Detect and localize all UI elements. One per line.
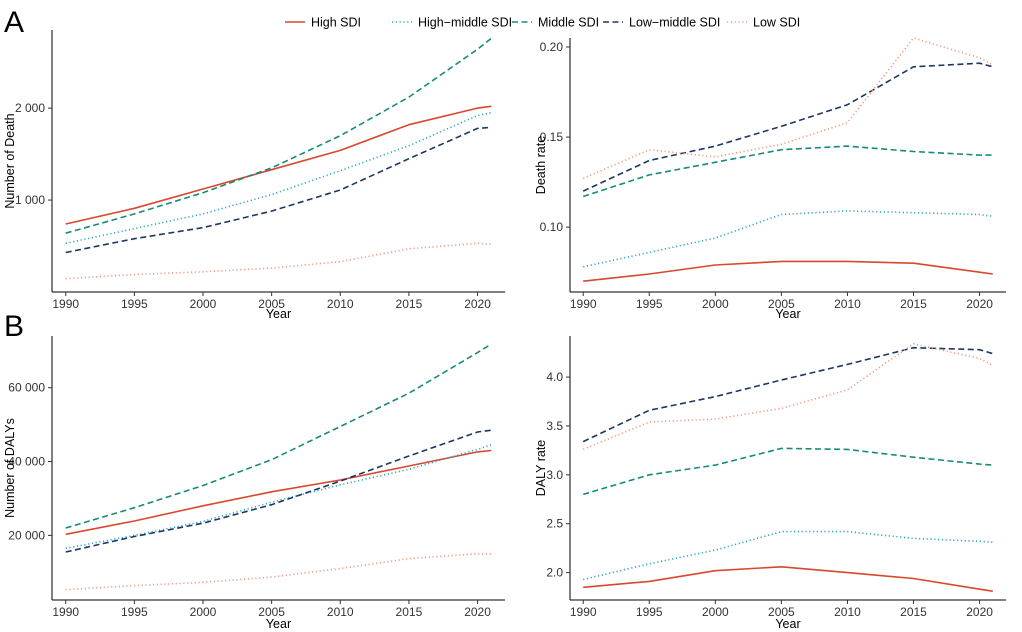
x-tick-label: 2005 (768, 605, 795, 619)
y-tick-label: 20 000 (8, 528, 45, 542)
series-line-middle-sdi (65, 37, 492, 234)
y-tick-label: 3.0 (546, 468, 563, 482)
y-tick-label: 2.0 (546, 566, 563, 580)
y-tick-label: 1 000 (15, 193, 45, 207)
x-axis-title: Year (775, 617, 800, 631)
series-line-high-middle-sdi (583, 210, 993, 268)
x-tick-label: 1995 (636, 605, 663, 619)
x-tick-label: 2020 (464, 297, 491, 311)
x-tick-label: 1995 (636, 297, 663, 311)
x-axis-title: Year (266, 617, 291, 631)
y-tick-label: 40 000 (8, 455, 45, 469)
x-tick-label: 2000 (190, 605, 217, 619)
legend: High SDI High−middle SDI Middle SDI Low−mid… (285, 16, 800, 30)
series-line-low-middle-sdi (582, 346, 994, 443)
y-tick-label: 0.20 (540, 40, 564, 54)
y-axis-title: Death rate (534, 136, 548, 194)
series-line-high-middle-sdi (583, 530, 993, 581)
legend-label-2: Middle SDI (538, 16, 599, 30)
series-line-high-sdi (65, 449, 492, 536)
y-axis-title: Number of DALYs (3, 418, 17, 518)
series-line-high-sdi (583, 260, 993, 282)
series-line-high-sdi (65, 105, 492, 225)
series-line-low-middle-sdi (582, 62, 994, 192)
y-tick-label: 2 000 (15, 101, 45, 115)
chart-death-rate: 1990 1995 2000 2005 2010 2015 2020 0.10 0.15 0.20… (534, 37, 1006, 321)
series-line-middle-sdi (582, 447, 993, 496)
x-axis-title: Year (775, 307, 800, 321)
x-tick-label: 2020 (966, 297, 993, 311)
x-tick-label: 1995 (121, 297, 148, 311)
x-tick-label: 2010 (834, 297, 861, 311)
series-line-low-sdi (582, 343, 994, 451)
series-line-low-middle-sdi (65, 126, 492, 254)
series-line-high-middle-sdi (65, 111, 492, 245)
x-tick-label: 2020 (464, 605, 491, 619)
panel-label-b: B (4, 310, 24, 343)
x-tick-label: 2015 (396, 297, 423, 311)
chart-daly-rate: 1990 1995 2000 2005 2010 2015 2020 2.0 2.5 3.0 3.5… (534, 336, 1006, 631)
y-tick-label: 0.10 (540, 220, 564, 234)
series-line-middle-sdi (582, 145, 993, 198)
panel-label-a: A (4, 6, 24, 39)
series-line-middle-sdi (65, 343, 492, 529)
chart-dalys: 1990 1995 2000 2005 2010 2015 2020 20 000 40 000… (3, 336, 505, 631)
series-line-high-sdi (583, 566, 993, 592)
y-tick-label: 4.0 (546, 370, 563, 384)
x-tick-label: 2020 (966, 605, 993, 619)
x-tick-label: 2010 (327, 297, 354, 311)
x-axis-title: Year (266, 307, 291, 321)
x-tick-label: 2000 (702, 297, 729, 311)
y-tick-label: 0.15 (540, 130, 564, 144)
x-tick-label: 1995 (121, 605, 148, 619)
x-tick-label: 2010 (327, 605, 354, 619)
legend-label-3: Low−middle SDI (629, 16, 720, 30)
y-axis-title: DALY rate (534, 440, 548, 497)
y-tick-label: 3.5 (546, 419, 563, 433)
x-tick-label: 2015 (900, 297, 927, 311)
series-line-low-sdi (65, 553, 492, 591)
series-line-low-sdi (65, 242, 492, 280)
y-tick-label: 60 000 (8, 381, 45, 395)
legend-label-1: High−middle SDI (418, 16, 512, 30)
x-tick-label: 2010 (834, 605, 861, 619)
legend-label-4: Low SDI (753, 16, 800, 30)
series-line-low-middle-sdi (65, 429, 492, 553)
x-tick-label: 2005 (768, 297, 795, 311)
x-tick-label: 1990 (52, 605, 79, 619)
x-tick-label: 2000 (702, 605, 729, 619)
x-tick-label: 2015 (900, 605, 927, 619)
x-tick-label: 2000 (190, 297, 217, 311)
legend-label-0: High SDI (311, 16, 361, 30)
x-tick-label: 1990 (570, 297, 597, 311)
x-tick-label: 1990 (570, 605, 597, 619)
x-tick-label: 2015 (396, 605, 423, 619)
y-tick-label: 2.5 (546, 517, 563, 531)
series-line-high-middle-sdi (65, 444, 492, 550)
x-tick-label: 2005 (258, 605, 285, 619)
x-tick-label: 1990 (52, 297, 79, 311)
x-tick-label: 2005 (258, 297, 285, 311)
chart-deaths: 1990 1995 2000 2005 2010 2015 2020 1 000 2 000 Ye… (3, 30, 505, 321)
y-axis-title: Number of Death (3, 113, 17, 208)
plots: 1990 1995 2000 2005 2010 2015 2020 1 000 2 000 Ye… (3, 30, 1006, 631)
series-line-low-sdi (582, 37, 994, 180)
